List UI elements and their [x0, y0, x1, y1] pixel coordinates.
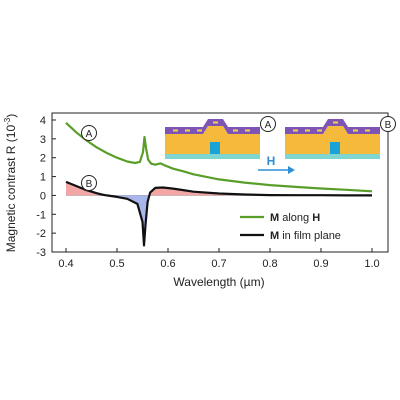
- x-axis-title: Wavelength (µm): [173, 275, 264, 289]
- inset-magnetization-dash: [305, 129, 310, 132]
- y-axis-title-main: Magnetic contrast R (10: [4, 125, 18, 253]
- inset-marker-circle: [260, 116, 276, 132]
- x-tick-label: 0.4: [58, 258, 73, 270]
- inset-schematics: A B H: [165, 116, 396, 174]
- x-tick-label: 0.5: [109, 258, 124, 270]
- inset-schematic-A: A: [165, 116, 276, 159]
- y-tick-label: 4: [40, 115, 46, 127]
- legend-label-B: M in film plane: [270, 230, 341, 242]
- field-arrow-label: H: [267, 154, 276, 168]
- inset-magnetization-dash: [365, 129, 370, 132]
- inset-magnetization-dash: [233, 129, 238, 132]
- inset-marker-label: A: [265, 120, 272, 131]
- inset-magnetization-dash: [353, 129, 358, 132]
- x-tick-label: 1.0: [364, 258, 379, 270]
- inset-magnetization-dash: [333, 121, 338, 124]
- y-tick-label: 2: [40, 153, 46, 165]
- y-tick-label: 3: [40, 134, 46, 146]
- x-tick-label: 0.9: [313, 258, 328, 270]
- inset-magnetization-dash: [173, 129, 178, 132]
- series-marker-label-B: B: [86, 179, 93, 190]
- inset-magnetization-dash: [197, 129, 202, 132]
- inset-magnetization-dash: [213, 121, 218, 124]
- series-marker-circle-B: [81, 175, 97, 191]
- series-line-A: [65, 121, 373, 193]
- inset-substrate: [285, 154, 380, 159]
- inset-core: [210, 142, 220, 154]
- y-axis: -3 -2 -1 0 1 2 3 4: [36, 115, 56, 259]
- x-tick-label: 0.8: [262, 258, 277, 270]
- inset-marker-label: B: [385, 120, 392, 131]
- legend-label-A: M along H: [270, 212, 320, 224]
- x-axis: 0.4 0.5 0.6 0.7 0.8 0.9 1.0: [58, 248, 380, 270]
- plot-frame: [51, 112, 389, 253]
- y-axis-title-close: ): [4, 114, 18, 118]
- series-layer: [65, 121, 373, 247]
- inset-magnetization-dash: [293, 129, 298, 132]
- legend: M along H M in film plane: [240, 212, 341, 242]
- inset-schematic-B: B: [285, 116, 396, 159]
- field-arrow-head: [288, 166, 295, 174]
- series-markers: AB: [81, 125, 97, 191]
- series-marker-label-A: A: [86, 129, 93, 140]
- series-line-B: [65, 180, 372, 247]
- inset-marker-circle: [380, 116, 396, 132]
- y-tick-label: -2: [36, 228, 46, 240]
- inset-magnetization-dash: [245, 129, 250, 132]
- x-tick-label: 0.6: [160, 258, 175, 270]
- inset-ridge: [165, 126, 260, 141]
- negative-fill-area: [66, 195, 372, 246]
- y-tick-label: 0: [40, 190, 46, 202]
- inset-ridge: [285, 126, 380, 141]
- y-tick-label: 1: [40, 172, 46, 184]
- x-tick-label: 0.7: [211, 258, 226, 270]
- y-tick-label: -1: [36, 209, 46, 221]
- inset-core: [330, 142, 340, 154]
- y-tick-label: -3: [36, 247, 46, 259]
- inset-magnetization-dash: [185, 129, 190, 132]
- series-marker-circle-A: [81, 125, 97, 141]
- plot-area-border: [51, 112, 389, 253]
- inset-magnetization-dash: [317, 129, 322, 132]
- y-axis-title-sup: -3: [3, 117, 12, 125]
- y-axis-title: Magnetic contrast R (10-3): [3, 114, 18, 253]
- inset-substrate: [165, 154, 260, 159]
